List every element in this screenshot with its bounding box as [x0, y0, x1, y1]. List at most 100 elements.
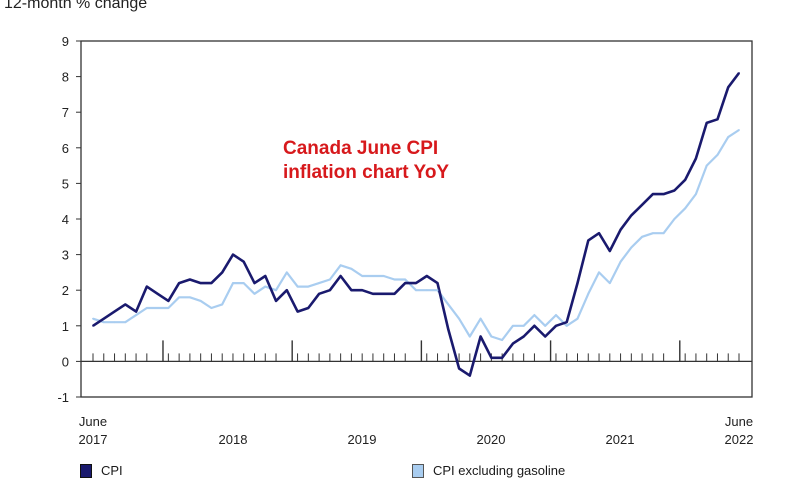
data-point-cpi-excluding-gasoline — [415, 289, 417, 292]
data-point-cpi — [307, 307, 310, 309]
data-point-cpi — [695, 157, 697, 160]
series-points-cpi — [92, 72, 740, 377]
data-point-cpi — [598, 232, 600, 235]
data-point-cpi-excluding-gasoline — [447, 303, 450, 306]
data-point-cpi — [372, 292, 374, 295]
data-point-cpi-excluding-gasoline — [555, 314, 557, 317]
x-tick-label-year: 2020 — [477, 432, 506, 447]
data-point-cpi — [608, 250, 611, 252]
data-point-cpi-excluding-gasoline — [716, 154, 719, 156]
x-tick-label-year: 2018 — [219, 432, 248, 447]
legend-label-cpi-excluding-gasoline: CPI excluding gasoline — [433, 463, 566, 478]
data-point-cpi — [328, 289, 331, 292]
data-point-cpi-excluding-gasoline — [684, 207, 687, 210]
x-tick-label-month: June — [79, 414, 107, 429]
legend-label-cpi: CPI — [101, 463, 123, 478]
data-point-cpi-excluding-gasoline — [221, 303, 224, 306]
data-point-cpi-excluding-gasoline — [275, 289, 277, 292]
legend-item-cpi: CPI — [80, 463, 123, 478]
data-point-cpi — [587, 239, 590, 242]
data-point-cpi-excluding-gasoline — [328, 278, 331, 281]
data-point-cpi — [630, 214, 633, 217]
data-point-cpi-excluding-gasoline — [576, 317, 579, 320]
series-line-cpi — [92, 72, 741, 377]
data-point-cpi — [102, 317, 105, 320]
data-point-cpi — [651, 193, 654, 195]
x-tick-label-year: 2021 — [606, 432, 635, 447]
data-point-cpi — [275, 299, 277, 302]
data-point-cpi-excluding-gasoline — [189, 296, 191, 299]
y-tick-label: 7 — [62, 105, 69, 120]
annotation-line-2: inflation chart YoY — [283, 162, 450, 183]
y-tick-label: 8 — [62, 70, 69, 85]
legend-swatch-cpi — [80, 463, 92, 478]
data-point-cpi — [350, 289, 353, 292]
data-point-cpi-excluding-gasoline — [382, 275, 385, 277]
data-point-cpi-excluding-gasoline — [199, 299, 202, 302]
x-tick-label-year: 2022 — [725, 432, 754, 447]
y-tick-label: 1 — [62, 319, 69, 334]
data-point-cpi-excluding-gasoline — [619, 260, 622, 263]
data-point-cpi-excluding-gasoline — [253, 292, 256, 295]
data-point-cpi-excluding-gasoline — [167, 307, 170, 309]
data-point-cpi-excluding-gasoline — [145, 307, 148, 309]
y-axis-title: 12-month % change — [4, 0, 148, 12]
data-point-cpi — [576, 282, 579, 284]
data-point-cpi-excluding-gasoline — [512, 324, 514, 327]
data-point-cpi — [92, 324, 94, 327]
y-tick-label: 9 — [62, 34, 69, 49]
data-point-cpi — [242, 260, 245, 263]
y-tick-label: 2 — [62, 283, 69, 298]
data-point-cpi — [533, 324, 536, 327]
data-point-cpi-excluding-gasoline — [727, 136, 730, 139]
data-point-cpi — [253, 282, 256, 284]
data-point-cpi — [662, 193, 665, 195]
data-point-cpi — [673, 189, 676, 192]
data-point-cpi — [716, 118, 719, 121]
legend-swatch-cpi-excluding-gasoline — [412, 463, 424, 478]
data-point-cpi-excluding-gasoline — [264, 285, 267, 288]
data-point-cpi-excluding-gasoline — [372, 275, 374, 277]
chart-annotation: Canada June CPI inflation chart YoY — [283, 137, 449, 185]
data-point-cpi — [555, 324, 557, 327]
data-point-cpi-excluding-gasoline — [92, 317, 94, 320]
data-point-cpi — [264, 275, 267, 277]
data-point-cpi — [156, 292, 159, 295]
data-point-cpi-excluding-gasoline — [501, 339, 504, 341]
data-point-cpi — [113, 310, 116, 313]
data-point-cpi — [393, 292, 396, 295]
data-point-cpi-excluding-gasoline — [113, 321, 116, 324]
data-point-cpi-excluding-gasoline — [522, 324, 525, 327]
data-point-cpi — [178, 282, 181, 284]
y-tick-label: 4 — [62, 212, 69, 227]
data-point-cpi — [199, 282, 202, 284]
data-point-cpi — [447, 328, 450, 331]
data-point-cpi-excluding-gasoline — [695, 193, 697, 195]
data-point-cpi-excluding-gasoline — [662, 232, 665, 235]
data-point-cpi-excluding-gasoline — [565, 324, 568, 327]
data-point-cpi — [124, 303, 127, 306]
data-point-cpi-excluding-gasoline — [651, 232, 654, 235]
data-point-cpi-excluding-gasoline — [135, 314, 137, 317]
data-point-cpi — [641, 203, 643, 206]
data-point-cpi — [232, 253, 234, 256]
data-point-cpi — [135, 310, 137, 313]
data-point-cpi — [145, 285, 148, 288]
data-point-cpi-excluding-gasoline — [533, 314, 536, 317]
y-tick-label: 5 — [62, 176, 69, 191]
data-point-cpi — [210, 282, 213, 284]
x-tick-label-month: June — [725, 414, 753, 429]
data-point-cpi-excluding-gasoline — [598, 271, 600, 274]
data-point-cpi-excluding-gasoline — [242, 282, 245, 284]
data-point-cpi — [738, 72, 740, 74]
x-tick-label-year: 2017 — [79, 432, 108, 447]
series-points-cpi-excluding-gasoline — [92, 129, 740, 341]
data-point-cpi — [296, 310, 299, 313]
data-point-cpi — [684, 178, 687, 181]
data-point-cpi-excluding-gasoline — [350, 267, 353, 270]
data-point-cpi — [221, 271, 224, 274]
data-point-cpi-excluding-gasoline — [285, 271, 288, 274]
x-axis-labels: June 2017 2018 2019 2020 2021 June 2022 — [79, 414, 754, 447]
data-point-cpi-excluding-gasoline — [102, 321, 105, 324]
